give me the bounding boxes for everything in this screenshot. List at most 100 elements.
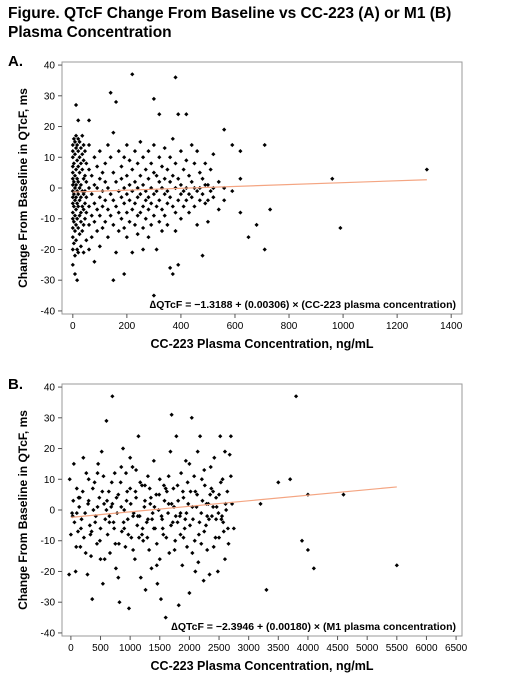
data-point bbox=[168, 155, 173, 160]
data-point bbox=[146, 149, 151, 154]
data-point bbox=[238, 176, 243, 181]
regression-equation: ∆QTcF = −2.3946 + (0.00180) × (M1 plasma… bbox=[171, 621, 456, 633]
data-point bbox=[151, 142, 156, 148]
data-point bbox=[154, 204, 159, 209]
y-tick-label: 20 bbox=[44, 444, 56, 455]
data-point bbox=[98, 526, 103, 531]
data-point bbox=[162, 498, 167, 503]
data-point bbox=[202, 483, 207, 488]
data-point bbox=[113, 541, 118, 546]
data-point bbox=[143, 216, 148, 221]
regression-equation: ∆QTcF = −1.3188 + (0.00306) × (CC-223 pl… bbox=[150, 299, 456, 311]
data-point bbox=[187, 590, 192, 596]
data-point bbox=[132, 557, 137, 562]
data-point bbox=[183, 458, 188, 463]
data-point bbox=[142, 504, 147, 510]
data-point bbox=[246, 235, 251, 240]
data-point bbox=[97, 195, 102, 200]
data-point bbox=[86, 477, 91, 482]
data-point bbox=[159, 514, 164, 519]
data-point bbox=[81, 142, 86, 148]
data-point bbox=[138, 575, 143, 580]
data-point bbox=[81, 222, 86, 227]
data-point bbox=[178, 182, 184, 188]
data-point bbox=[98, 557, 103, 562]
data-point bbox=[157, 219, 162, 224]
data-point bbox=[97, 244, 102, 249]
data-point bbox=[148, 495, 153, 500]
data-point bbox=[105, 142, 111, 148]
data-point bbox=[178, 532, 183, 537]
data-point bbox=[73, 222, 79, 227]
data-point bbox=[75, 216, 80, 221]
data-point bbox=[120, 446, 126, 451]
x-tick-label: 2000 bbox=[178, 643, 201, 654]
data-point bbox=[132, 201, 138, 206]
data-point bbox=[146, 195, 151, 200]
data-point bbox=[135, 195, 140, 200]
data-point bbox=[216, 535, 222, 540]
data-point bbox=[159, 207, 165, 212]
data-point bbox=[181, 495, 186, 500]
data-point bbox=[157, 155, 162, 160]
data-point bbox=[118, 480, 123, 485]
data-point bbox=[201, 578, 206, 583]
data-point bbox=[95, 185, 100, 191]
data-point bbox=[105, 235, 111, 240]
x-tick-label: 1000 bbox=[119, 643, 142, 654]
data-point bbox=[136, 434, 141, 439]
data-point bbox=[126, 532, 131, 537]
data-point bbox=[72, 173, 78, 178]
data-point bbox=[123, 471, 129, 476]
data-point bbox=[76, 118, 81, 123]
data-point bbox=[100, 489, 105, 494]
data-point bbox=[171, 504, 177, 510]
data-point bbox=[224, 507, 229, 513]
data-point bbox=[71, 219, 76, 224]
data-point bbox=[133, 467, 139, 473]
data-point bbox=[70, 225, 75, 231]
data-point bbox=[140, 526, 145, 531]
data-point bbox=[138, 210, 143, 215]
data-point bbox=[73, 569, 78, 574]
data-point bbox=[126, 606, 132, 611]
data-point bbox=[121, 520, 126, 525]
data-point bbox=[143, 587, 148, 593]
data-point bbox=[86, 204, 92, 209]
data-point bbox=[149, 201, 154, 206]
data-point bbox=[75, 142, 80, 148]
data-point bbox=[170, 136, 175, 141]
y-axis-label: Change From Baseline in QTcF, ms bbox=[16, 410, 30, 610]
data-point bbox=[211, 195, 216, 200]
data-point bbox=[73, 238, 79, 243]
data-point bbox=[100, 204, 105, 209]
data-point bbox=[112, 471, 117, 476]
data-point bbox=[82, 149, 88, 154]
data-point bbox=[70, 149, 75, 154]
data-point bbox=[133, 489, 138, 494]
data-point bbox=[82, 173, 88, 178]
data-point bbox=[86, 167, 92, 172]
data-point bbox=[95, 504, 100, 510]
data-point bbox=[70, 262, 75, 267]
data-point bbox=[113, 250, 119, 255]
data-point bbox=[160, 517, 165, 522]
data-point bbox=[180, 489, 185, 494]
data-point bbox=[73, 182, 79, 188]
data-point bbox=[330, 176, 335, 181]
data-point bbox=[80, 228, 85, 234]
data-point bbox=[170, 271, 175, 277]
data-point bbox=[183, 517, 188, 522]
data-point bbox=[184, 544, 190, 549]
data-point bbox=[175, 520, 180, 525]
data-point bbox=[94, 541, 100, 546]
data-point bbox=[176, 176, 181, 181]
data-point bbox=[108, 192, 113, 197]
data-point bbox=[78, 210, 84, 215]
data-point bbox=[78, 526, 84, 531]
data-point bbox=[169, 501, 174, 506]
data-point bbox=[80, 152, 85, 157]
x-tick-label: 2500 bbox=[208, 643, 231, 654]
data-point bbox=[276, 480, 281, 485]
